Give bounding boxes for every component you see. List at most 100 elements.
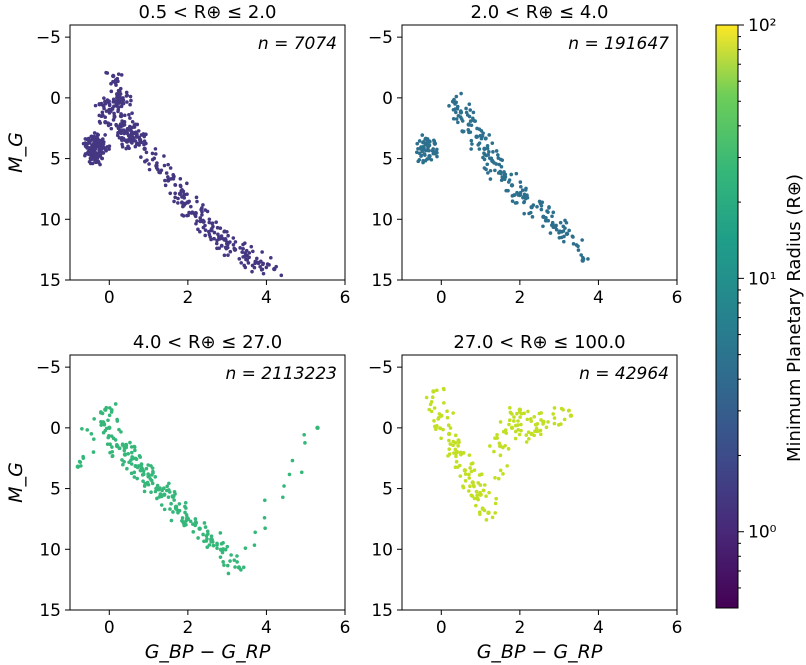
x-tick-label: 6 <box>340 288 351 308</box>
panel-title: 0.5 < R⊕ ≤ 2.0 <box>139 2 277 23</box>
data-point <box>260 250 264 254</box>
data-point <box>492 161 496 165</box>
data-point <box>238 246 242 250</box>
y-tick-label: 15 <box>371 271 393 291</box>
data-point <box>503 175 508 179</box>
data-point <box>287 472 292 477</box>
data-point <box>541 224 545 229</box>
data-point <box>226 233 230 238</box>
data-point <box>509 183 515 188</box>
data-point <box>441 427 445 432</box>
data-point <box>166 162 170 167</box>
data-point <box>571 235 575 239</box>
data-point <box>195 199 199 204</box>
data-point <box>133 448 137 453</box>
data-point <box>498 420 503 424</box>
data-point <box>200 210 204 214</box>
data-point <box>453 102 457 106</box>
data-point <box>115 76 120 81</box>
panel-title: 27.0 < R⊕ ≤ 100.0 <box>453 332 625 353</box>
data-point <box>480 507 485 511</box>
data-point <box>424 395 429 400</box>
data-point <box>451 116 456 121</box>
data-point <box>576 248 581 252</box>
data-point <box>91 450 96 454</box>
data-point <box>507 418 512 422</box>
data-point <box>103 133 107 137</box>
data-point <box>126 144 130 149</box>
data-point <box>433 151 438 156</box>
data-point <box>168 166 173 170</box>
data-point <box>101 151 106 155</box>
data-point <box>126 133 131 138</box>
data-point <box>228 559 232 563</box>
data-point <box>240 250 244 254</box>
data-point <box>97 113 102 118</box>
x-tick-label: 0 <box>104 288 115 308</box>
data-point <box>141 469 146 473</box>
colorbar-tick-label: 10¹ <box>748 269 776 289</box>
data-point <box>523 188 528 192</box>
data-point <box>184 506 188 510</box>
data-point <box>139 155 143 159</box>
data-point <box>155 483 160 488</box>
data-point <box>538 428 543 433</box>
data-point <box>550 220 555 225</box>
data-point <box>496 153 500 157</box>
data-point <box>157 170 161 175</box>
data-point <box>478 483 483 487</box>
x-tick-label: 4 <box>593 618 604 638</box>
data-point <box>132 470 137 475</box>
data-point <box>518 415 522 419</box>
data-point <box>176 196 180 201</box>
data-point <box>563 226 567 230</box>
data-point <box>147 167 152 172</box>
data-point <box>235 554 239 558</box>
data-point <box>203 233 208 238</box>
data-point <box>212 236 216 241</box>
data-point <box>431 138 436 143</box>
sample-count: n = 191647 <box>568 34 669 54</box>
data-point <box>506 447 511 451</box>
data-point <box>183 500 188 505</box>
y-tick-label: −5 <box>36 358 61 378</box>
data-point <box>196 227 200 232</box>
data-point <box>122 128 126 132</box>
data-point <box>118 89 122 94</box>
data-point <box>274 264 278 269</box>
data-point <box>559 406 564 411</box>
data-point <box>217 235 221 239</box>
data-point <box>518 180 523 184</box>
data-point <box>299 470 304 475</box>
data-point <box>167 481 171 486</box>
y-tick-label: 0 <box>50 419 61 439</box>
data-point <box>477 147 482 151</box>
data-point <box>459 109 463 113</box>
data-point <box>137 453 142 458</box>
data-point <box>170 495 175 499</box>
data-point <box>445 415 450 420</box>
data-point <box>244 248 249 253</box>
data-point <box>451 439 456 444</box>
data-point <box>159 503 164 507</box>
data-point <box>146 463 150 467</box>
data-point <box>447 447 452 451</box>
data-point <box>193 523 198 528</box>
data-point <box>512 193 516 197</box>
data-point <box>475 135 479 139</box>
data-point <box>113 402 118 406</box>
data-point <box>509 425 515 431</box>
x-tick-label: 4 <box>593 288 604 308</box>
data-point <box>115 419 120 423</box>
data-point <box>482 157 487 162</box>
x-tick-label: 0 <box>436 618 447 638</box>
data-point <box>84 144 89 149</box>
data-point <box>118 95 123 100</box>
data-point <box>217 246 221 251</box>
data-point <box>205 537 209 541</box>
data-point <box>454 451 459 456</box>
data-point <box>202 539 206 544</box>
data-point <box>517 432 522 437</box>
data-point <box>552 225 557 230</box>
